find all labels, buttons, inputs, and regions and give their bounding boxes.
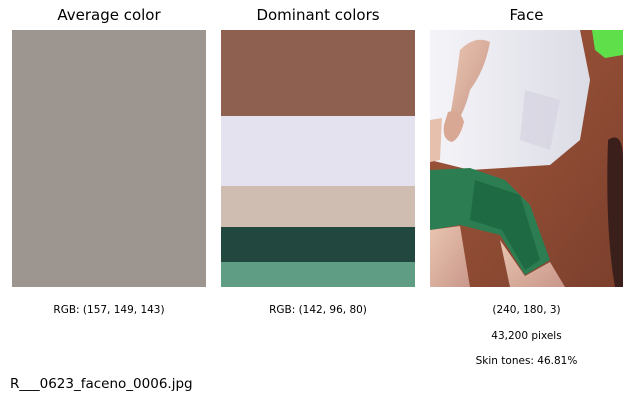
dominant-colors-title: Dominant colors (256, 6, 380, 24)
face-crop-image (430, 30, 623, 287)
face-title: Face (509, 6, 544, 24)
face-rgb-label: (240, 180, 3) (492, 304, 561, 316)
dominant-color-band (221, 227, 415, 262)
dominant-color-band (221, 262, 415, 287)
average-color-title: Average color (57, 6, 161, 24)
face-pixel-count: 43,200 pixels (491, 330, 562, 342)
average-color-swatch (12, 30, 206, 287)
image-filename: R___0623_faceno_0006.jpg (10, 376, 193, 392)
dominant-color-band (221, 30, 415, 116)
average-color-rgb-label: RGB: (157, 149, 143) (53, 304, 165, 316)
dominant-color-rgb-label: RGB: (142, 96, 80) (269, 304, 367, 316)
dominant-color-band (221, 116, 415, 186)
face-skin-tone-percent: Skin tones: 46.81% (475, 355, 578, 367)
dominant-color-band (221, 186, 415, 227)
dominant-colors-palette (221, 30, 415, 287)
